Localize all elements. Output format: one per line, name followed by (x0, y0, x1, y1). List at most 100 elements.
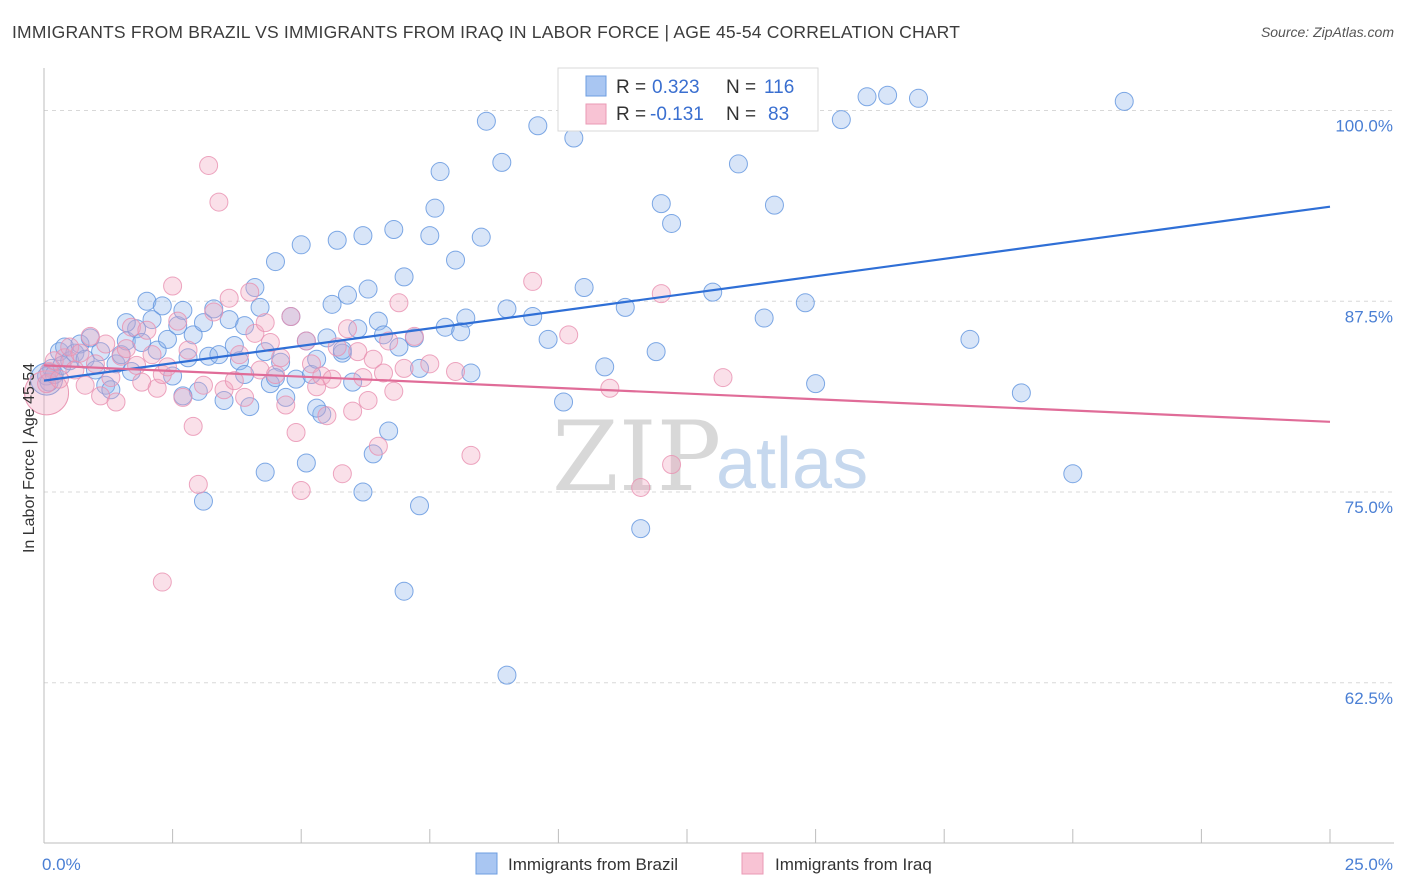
legend-r-label-brazil: R = (616, 77, 646, 98)
brazil-point-114 (631, 519, 651, 539)
brazil-point-83 (523, 307, 543, 327)
x-tick-labels: 0.0% 25.0% (42, 855, 1393, 874)
chart-title: IMMIGRANTS FROM BRAZIL VS IMMIGRANTS FRO… (12, 22, 961, 42)
brazil-point-33 (193, 313, 213, 333)
iraq-point-69 (389, 293, 409, 313)
legend-n-label-iraq: N = (726, 104, 756, 125)
iraq-point-44 (260, 332, 280, 352)
legend-n-value-brazil: 116 (764, 77, 794, 98)
iraq-point-24 (157, 357, 177, 377)
iraq-point-34 (209, 192, 229, 212)
iraq-point-74 (461, 445, 481, 465)
source-label: Source: ZipAtlas.com (1260, 24, 1394, 40)
brazil-point-117 (389, 337, 409, 357)
brazil-point-87 (595, 357, 615, 377)
iraq-point-72 (420, 354, 440, 374)
brazil-point-93 (754, 308, 774, 328)
iraq-point-61 (348, 342, 368, 362)
legend-r-label-iraq: R = (616, 104, 646, 125)
brazil-point-51 (286, 369, 306, 389)
iraq-point-18 (127, 355, 147, 375)
brazil-point-73 (420, 226, 440, 246)
iraq-point-20 (137, 320, 157, 340)
iraq-point-80 (662, 455, 682, 475)
brazil-point-102 (1011, 383, 1031, 403)
iraq-point-10 (85, 354, 105, 374)
brazil-point-58 (322, 294, 342, 314)
iraq-point-47 (276, 395, 296, 415)
brazil-point-104 (1114, 91, 1134, 111)
brazil-point-26 (157, 329, 177, 349)
x-tick-label-0: 0.0% (42, 855, 81, 874)
legend-marker-brazil (475, 852, 498, 875)
iraq-point-68 (384, 381, 404, 401)
iraq-point-26 (168, 311, 188, 331)
brazil-point-19 (121, 361, 141, 381)
iraq-point-52 (301, 354, 321, 374)
iraq-point-33 (204, 302, 224, 322)
iraq-point-54 (312, 366, 332, 386)
brazil-point-80 (471, 227, 491, 247)
brazil-point-123 (307, 398, 327, 418)
brazil-point-48 (271, 352, 291, 372)
iraq-point-5 (60, 337, 80, 357)
brazil-point-44 (250, 297, 270, 317)
brazil-point-107 (492, 152, 512, 172)
iraq-point-55 (317, 406, 337, 426)
iraq-point-36 (219, 288, 239, 308)
brazil-point-36 (209, 345, 229, 365)
brazil-point-105 (564, 128, 584, 148)
brazil-point-100 (908, 88, 928, 108)
brazil-point-121 (235, 316, 255, 336)
series-legend: Immigrants from Brazil Immigrants from I… (475, 852, 932, 875)
brazil-point-101 (960, 329, 980, 349)
brazil-point-112 (193, 491, 213, 511)
legend-n-value-iraq: 83 (768, 104, 789, 125)
iraq-point-32 (199, 155, 219, 175)
brazil-point-47 (265, 252, 285, 272)
iraq-point-40 (240, 282, 260, 302)
brazil-point-106 (528, 116, 548, 136)
iraq-point-59 (337, 319, 357, 339)
brazil-point-52 (291, 235, 311, 255)
iraq-point-12 (96, 334, 116, 354)
brazil-point-81 (476, 111, 496, 131)
legend-swatch-iraq (585, 103, 607, 125)
brazil-point-23 (142, 310, 162, 330)
iraq-point-43 (255, 313, 275, 333)
legend-n-label-brazil: N = (726, 77, 756, 98)
brazil-point-79 (461, 363, 481, 383)
brazil-point-95 (795, 293, 815, 313)
watermark-zip: ZIP (552, 401, 721, 513)
iraq-point-30 (188, 474, 208, 494)
y-axis-title: In Labor Force | Age 45-54 (21, 363, 38, 553)
legend-label-brazil: Immigrants from Brazil (508, 855, 678, 874)
brazil-point-74 (425, 198, 445, 218)
iraq-point-29 (183, 416, 203, 436)
watermark-atlas: atlas (716, 424, 868, 504)
iraq-point-25 (163, 276, 183, 296)
iraq-point-73 (446, 361, 466, 381)
trend-lines (43, 205, 1331, 423)
brazil-point-69 (384, 220, 404, 240)
stats-legend: R = 0.323 N = 116 R = -0.131 N = 83 (557, 67, 819, 132)
brazil-point-25 (152, 296, 172, 316)
iraq-point-81 (713, 368, 733, 388)
iraq-point-67 (379, 331, 399, 351)
brazil-point-85 (554, 392, 574, 412)
brazil-point-86 (574, 278, 594, 298)
brazil-point-54 (301, 365, 321, 385)
iraq-point-76 (559, 325, 579, 345)
iraq-point-65 (368, 436, 388, 456)
brazil-point-94 (764, 195, 784, 215)
brazil-point-22 (137, 291, 157, 311)
brazil-point-37 (214, 390, 234, 410)
iraq-point-31 (193, 375, 213, 395)
brazil-point-108 (410, 496, 430, 516)
axes (43, 68, 1394, 844)
iraq-point-50 (291, 480, 311, 500)
brazil-point-42 (240, 397, 260, 417)
iraq-point-28 (178, 340, 198, 360)
iraq-point-37 (224, 371, 244, 391)
